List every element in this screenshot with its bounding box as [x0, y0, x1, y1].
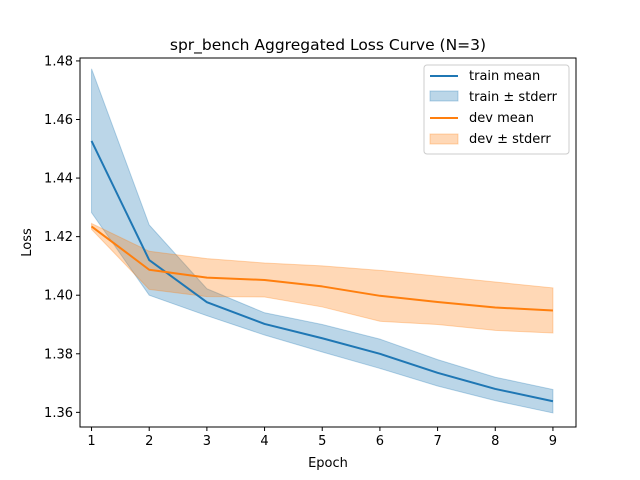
x-tick-label: 1	[87, 434, 95, 449]
y-tick-label: 1.36	[44, 406, 73, 421]
error-bands	[91, 68, 554, 414]
y-tick-label: 1.44	[44, 172, 73, 187]
y-axis-ticks: 1.36 1.38 1.40 1.42 1.44 1.46 1.48	[44, 54, 80, 421]
x-tick-label: 4	[260, 434, 268, 449]
chart-title: spr_bench Aggregated Loss Curve (N=3)	[170, 36, 486, 55]
legend-frame	[423, 64, 570, 155]
y-tick-label: 1.46	[44, 113, 73, 128]
y-axis-label: Loss	[20, 228, 35, 257]
y-tick-label: 1.42	[44, 230, 73, 245]
plot-area-frame	[79, 57, 577, 428]
y-tick-label: 1.38	[44, 347, 73, 362]
x-tick-label: 8	[491, 434, 499, 449]
series-line-dev-mean	[90, 225, 553, 312]
x-tick-label: 5	[318, 434, 326, 449]
legend-label-dev-mean: dev mean	[469, 111, 534, 126]
x-tick-label: 3	[203, 434, 211, 449]
y-tick-label: 1.48	[44, 54, 73, 69]
legend-label-train-band: train ± stderr	[469, 90, 558, 105]
x-tick-label: 2	[145, 434, 153, 449]
y-tick-label: 1.40	[44, 289, 73, 304]
series-line-train-mean	[90, 140, 554, 403]
x-axis-ticks: 1 2 3 4 5 6 7 8 9	[87, 427, 557, 449]
x-tick-label: 7	[433, 434, 441, 449]
legend-swatch-dev-band	[429, 133, 459, 145]
x-tick-label: 9	[549, 434, 557, 449]
legend-swatch-train-band	[429, 90, 459, 102]
x-tick-label: 6	[376, 434, 384, 449]
x-axis-label: Epoch	[308, 456, 348, 471]
legend: train mean train ± stderr dev mean dev ±…	[423, 64, 570, 155]
stderr-band-dev-mean	[91, 222, 554, 334]
stderr-band-train-mean	[91, 68, 554, 414]
legend-label-dev-band: dev ± stderr	[469, 132, 551, 147]
mean-lines	[90, 140, 554, 403]
legend-label-train-mean: train mean	[469, 69, 540, 84]
